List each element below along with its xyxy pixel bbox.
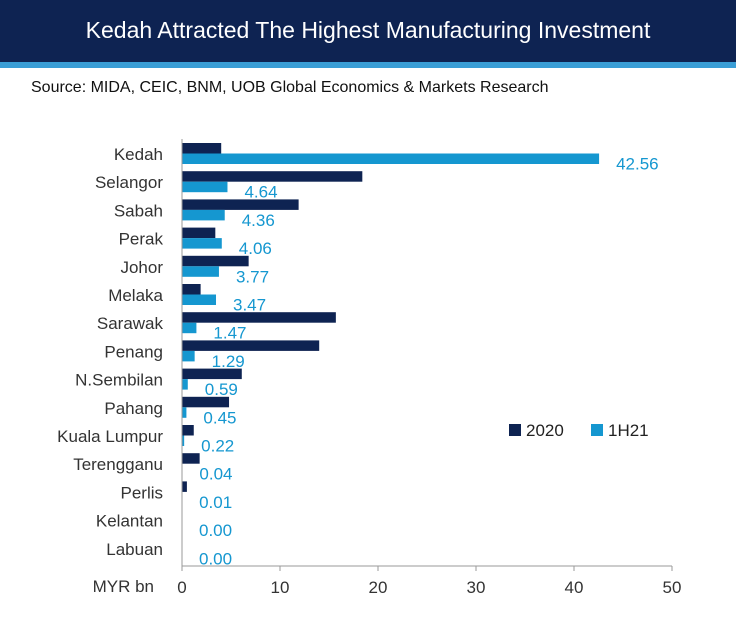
legend: 2020 1H21: [509, 421, 649, 440]
category-label-12: Perlis: [120, 483, 163, 502]
bar-1h21-1: [182, 181, 228, 193]
value-label-1h21-7: 1.29: [212, 352, 245, 371]
value-label-1h21-9: 0.45: [203, 408, 236, 427]
bar-1h21-5: [182, 294, 217, 305]
bar-1h21-9: [182, 407, 187, 418]
value-label-1h21-13: 0.00: [199, 521, 232, 540]
legend-swatch-1h21: [591, 424, 603, 436]
bar-2020-6: [182, 312, 336, 323]
value-label-1h21-12: 0.01: [199, 493, 232, 512]
value-label-1h21-14: 0.00: [199, 549, 232, 568]
category-label-4: Johor: [120, 258, 163, 277]
chart-title: Kedah Attracted The Highest Manufacturin…: [85, 17, 651, 43]
x-tick-label-3: 30: [467, 578, 486, 597]
category-label-5: Melaka: [108, 286, 163, 305]
value-labels: 42.56 4.64 4.36 4.06 3.77 3.47 1.47 1.29 0.59 0.4…: [199, 155, 659, 569]
bar-1h21-10: [182, 435, 185, 446]
bar-2020-10: [182, 425, 194, 436]
bar-1h21-8: [182, 379, 188, 390]
bar-2020-3: [182, 227, 216, 239]
bar-2020-1: [182, 171, 363, 182]
category-label-13: Kelantan: [96, 512, 163, 531]
value-label-1h21-1: 4.64: [244, 183, 277, 202]
series-2020-bars: [182, 143, 363, 492]
x-ticks: 0 10 20 30 40 50: [177, 566, 681, 597]
legend-swatch-2020: [509, 424, 521, 436]
value-label-1h21-5: 3.47: [233, 296, 266, 315]
value-label-1h21-4: 3.77: [236, 267, 269, 286]
bar-1h21-6: [182, 322, 197, 334]
x-tick-label-2: 20: [369, 578, 388, 597]
category-label-3: Perak: [119, 230, 164, 249]
category-label-0: Kedah: [114, 145, 163, 164]
accent-bar: [0, 62, 736, 68]
bar-2020-5: [182, 284, 201, 295]
bar-2020-2: [182, 199, 299, 210]
x-tick-label-4: 40: [565, 578, 584, 597]
x-tick-label-1: 10: [271, 578, 290, 597]
value-label-1h21-0: 42.56: [616, 155, 659, 174]
bar-1h21-0: [182, 153, 600, 164]
value-label-1h21-3: 4.06: [239, 239, 272, 258]
bar-2020-8: [182, 368, 242, 380]
category-label-10: Kuala Lumpur: [57, 427, 163, 446]
bar-2020-9: [182, 396, 230, 408]
value-label-1h21-2: 4.36: [242, 211, 275, 230]
value-label-1h21-8: 0.59: [205, 380, 238, 399]
bar-1h21-3: [182, 238, 222, 249]
x-tick-label-0: 0: [177, 578, 186, 597]
x-tick-label-5: 50: [663, 578, 682, 597]
bar-1h21-4: [182, 266, 219, 277]
title-bar: Kedah Attracted The Highest Manufacturin…: [0, 0, 736, 62]
bar-2020-0: [182, 143, 222, 154]
bar-2020-11: [182, 453, 200, 464]
bar-2020-4: [182, 255, 249, 267]
bar-2020-12: [182, 481, 187, 492]
value-label-1h21-6: 1.47: [213, 324, 246, 343]
bar-2020-7: [182, 340, 320, 351]
category-label-9: Pahang: [104, 399, 163, 418]
bar-1h21-7: [182, 350, 195, 362]
bar-1h21-2: [182, 209, 225, 221]
category-label-1: Selangor: [95, 173, 163, 192]
category-label-11: Terengganu: [73, 455, 163, 474]
source-note: Source: MIDA, CEIC, BNM, UOB Global Econ…: [31, 79, 549, 96]
legend-label-1h21: 1H21: [608, 421, 649, 440]
category-label-2: Sabah: [114, 201, 163, 220]
category-labels: Kedah Selangor Sabah Perak Johor Melaka Sarawa…: [57, 145, 163, 559]
category-label-14: Labuan: [106, 540, 163, 559]
series-1h21-bars: [182, 153, 600, 503]
category-label-6: Sarawak: [97, 314, 164, 333]
category-label-8: N.Sembilan: [75, 371, 163, 390]
value-label-1h21-11: 0.04: [199, 465, 232, 484]
x-axis-label: MYR bn: [93, 577, 154, 596]
legend-label-2020: 2020: [526, 421, 564, 440]
category-label-7: Penang: [104, 342, 163, 361]
value-label-1h21-10: 0.22: [201, 437, 234, 456]
